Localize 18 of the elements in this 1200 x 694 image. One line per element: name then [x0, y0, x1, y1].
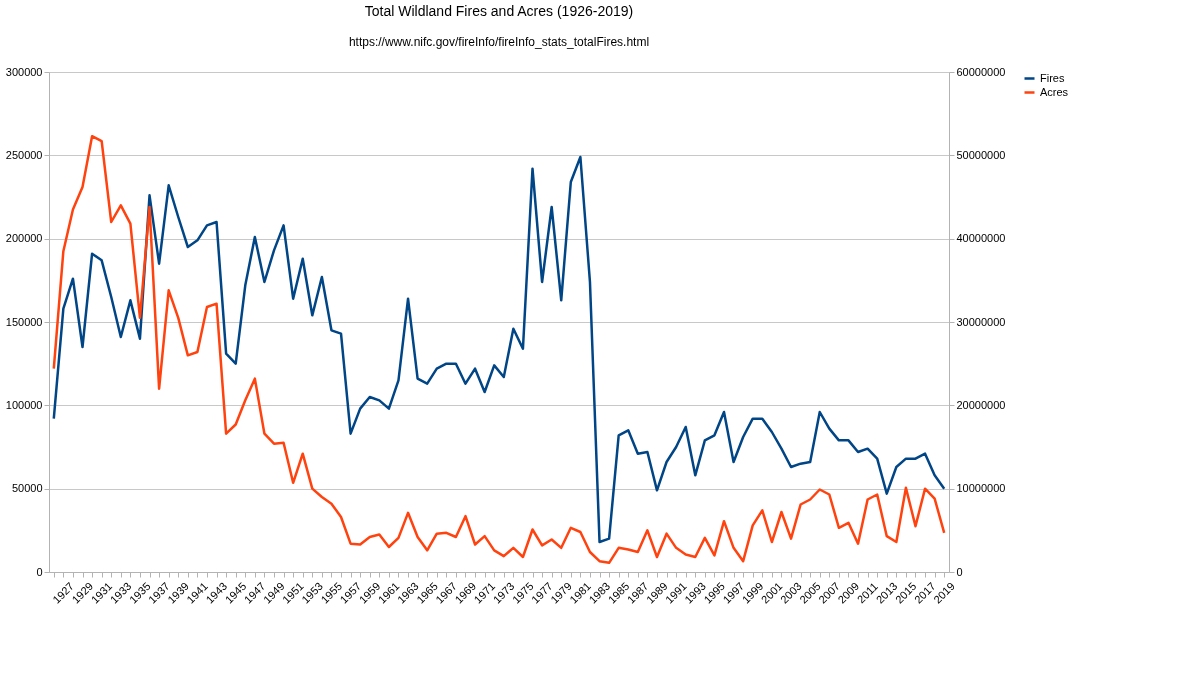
- y-tick-label: 300000: [5, 65, 43, 78]
- y2-tick-label: 10000000: [956, 482, 1006, 495]
- chart-title: Total Wildland Fires and Acres (1926-2019): [364, 3, 634, 19]
- legend-label: Fires: [1040, 71, 1065, 84]
- y2-tick-label: 60000000: [956, 65, 1006, 78]
- y-tick-label: 50000: [11, 482, 43, 495]
- y-tick-label: 150000: [5, 315, 43, 328]
- y2-tick-label: 30000000: [956, 315, 1006, 328]
- legend-label: Acres: [1040, 85, 1069, 98]
- y2-tick-label: 20000000: [956, 398, 1006, 411]
- y-tick-label: 250000: [5, 148, 43, 161]
- y-tick-label: 0: [36, 565, 43, 578]
- y2-tick-label: 50000000: [956, 148, 1006, 161]
- y-tick-label: 100000: [5, 398, 43, 411]
- y-tick-label: 200000: [5, 232, 43, 245]
- y2-tick-label: 0: [956, 565, 963, 578]
- chart-subtitle: https://www.nifc.gov/fireInfo/fireInfo_stats_totalFires.html: [348, 35, 650, 49]
- y2-tick-label: 40000000: [956, 232, 1006, 245]
